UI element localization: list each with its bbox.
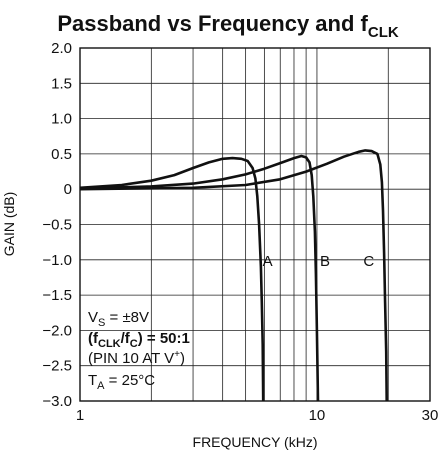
- plot-frame: [79, 47, 431, 402]
- series-label-c: C: [363, 253, 374, 270]
- series-label-b: B: [320, 253, 330, 270]
- x-tick-label: 10: [309, 407, 326, 424]
- x-tick-labels: 1 10 30: [76, 407, 439, 424]
- annotation-ratio: (fCLK/fC) = 50:1: [88, 330, 190, 350]
- series-curve-c: [79, 149, 388, 402]
- x-tick-label: 30: [422, 407, 439, 424]
- chart-title: Passband vs Frequency and fCLK: [57, 11, 399, 41]
- y-tick-label: −2.0: [42, 322, 72, 339]
- chart-title-text: Passband vs Frequency and f: [57, 11, 368, 36]
- x-tick-label: 1: [76, 407, 84, 424]
- y-tick-label: −1.5: [42, 287, 72, 304]
- grid-lines: [80, 48, 430, 401]
- annotation-vs: VS = ±8V: [88, 309, 149, 329]
- series-curve-b: [79, 154, 320, 402]
- annotation-pin: (PIN 10 AT V+): [88, 349, 185, 367]
- y-tick-label: 1.5: [51, 75, 72, 92]
- y-tick-label: −0.5: [42, 217, 72, 234]
- y-tick-label: 1.0: [51, 111, 72, 128]
- y-tick-label: −3.0: [42, 393, 72, 410]
- y-tick-label: −1.0: [42, 252, 72, 269]
- y-tick-label: −2.5: [42, 358, 72, 375]
- series-curve-a: [79, 156, 265, 402]
- y-axis-label: GAIN (dB): [1, 192, 17, 257]
- conditions-annotation: VS = ±8V (fCLK/fC) = 50:1 (PIN 10 AT V+)…: [88, 309, 190, 392]
- x-axis-label: FREQUENCY (kHz): [193, 434, 318, 450]
- y-tick-label: 0.5: [51, 146, 72, 163]
- y-tick-label: 2.0: [51, 40, 72, 57]
- y-tick-label: 0: [64, 181, 72, 198]
- y-tick-labels: 2.0 1.5 1.0 0.5 0 −0.5 −1.0 −1.5 −2.0 −2.5 −3.0: [42, 40, 72, 410]
- series-curves: [79, 149, 388, 402]
- annotation-ta: TA = 25°C: [88, 372, 155, 392]
- chart-title-subscript: CLK: [368, 24, 399, 41]
- series-labels: A B C: [263, 253, 375, 270]
- series-label-a: A: [263, 253, 273, 270]
